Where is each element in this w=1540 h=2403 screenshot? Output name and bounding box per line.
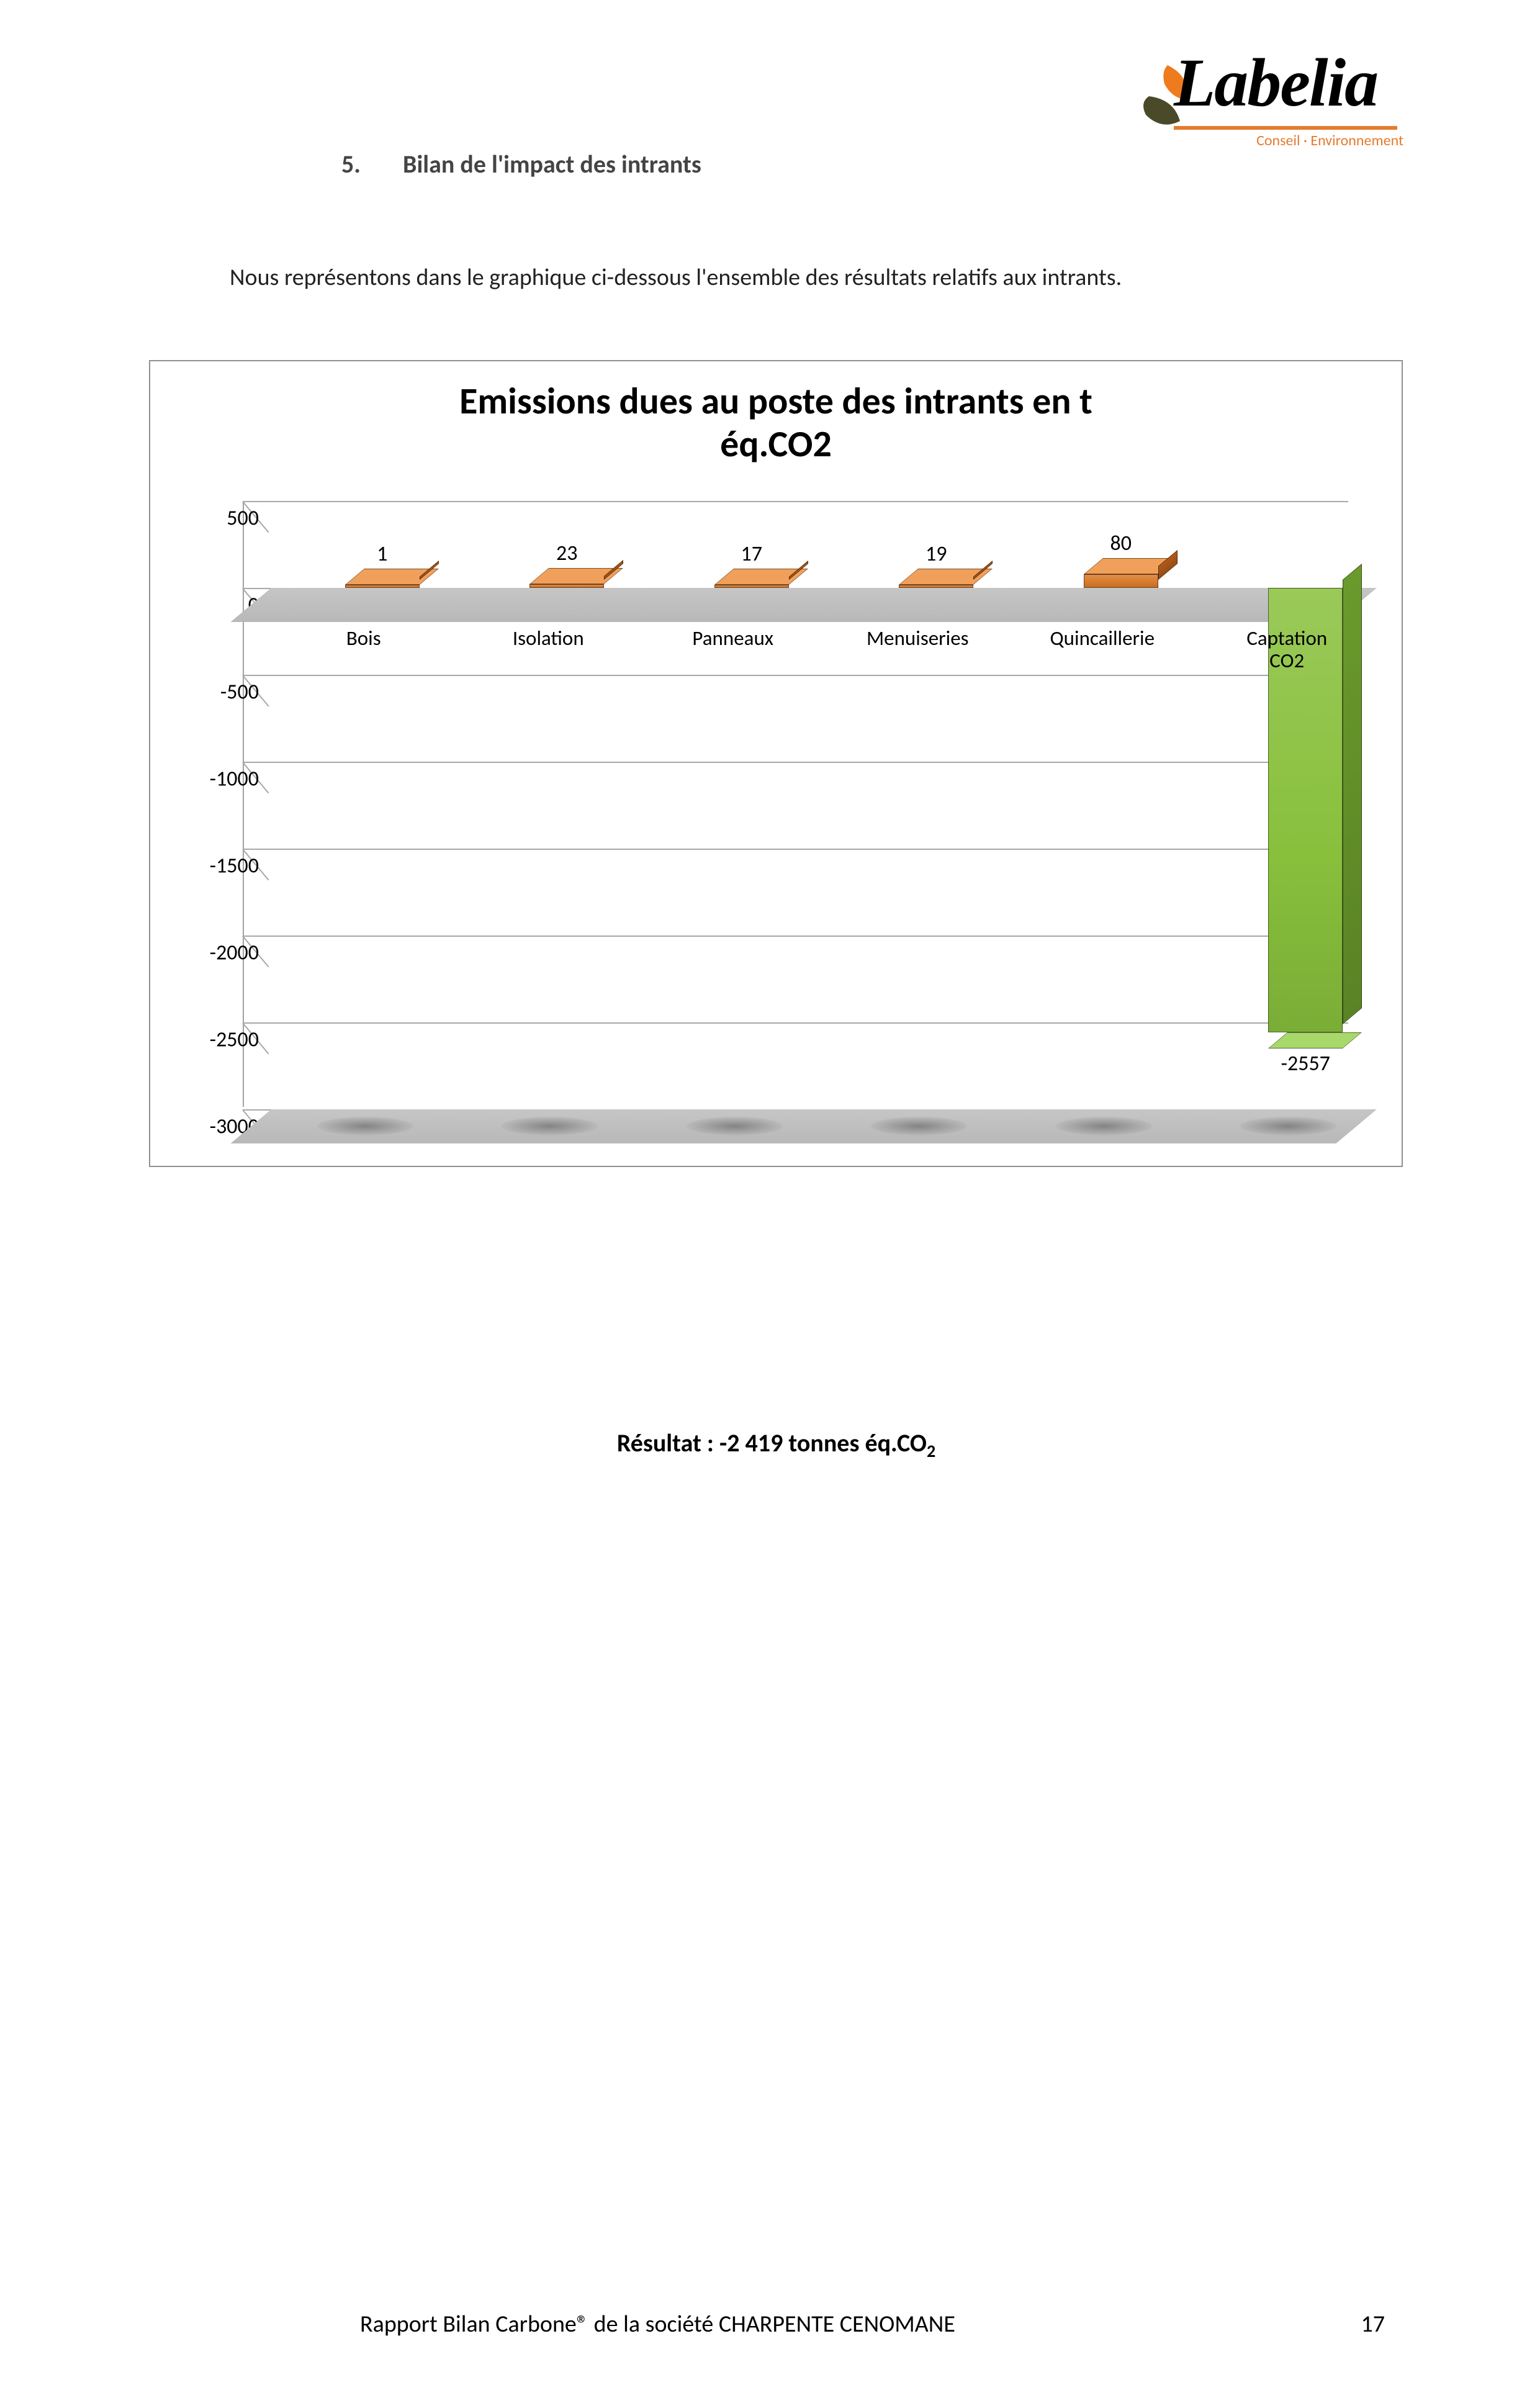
chart-title: Emissions dues au poste des intrants en … — [150, 361, 1402, 466]
chart-bar-shadow — [502, 1117, 598, 1135]
chart-bar — [1084, 574, 1158, 588]
chart-category-label: Bois — [259, 627, 469, 649]
chart-bar-front — [899, 585, 973, 588]
chart-value-label: 19 — [874, 541, 998, 567]
chart-ytick: -2500 — [210, 1027, 259, 1053]
chart-gridline — [243, 849, 1348, 850]
chart-category-label: Menuiseries — [813, 627, 1023, 649]
logo-underline — [1174, 126, 1397, 130]
chart-bar — [345, 585, 420, 588]
result-line: Résultat : -2 419 tonnes éq.CO2 — [149, 1428, 1403, 1462]
chart-bar-shadow — [687, 1117, 783, 1135]
heading-number: 5. — [341, 149, 397, 179]
chart-category-label: Panneaux — [628, 627, 838, 649]
chart-bar-shadow — [871, 1117, 967, 1135]
chart-value-label: -2557 — [1243, 1051, 1367, 1076]
heading-text: Bilan de l'impact des intrants — [403, 149, 701, 179]
chart-bar — [899, 585, 973, 588]
chart-ytick: -2000 — [210, 940, 259, 966]
chart-gridline — [243, 762, 1348, 763]
chart-value-label: 1 — [320, 541, 444, 567]
chart-category-label: CaptationCO2 — [1182, 627, 1392, 672]
chart-value-label: 23 — [505, 541, 629, 566]
chart-ytick: -1500 — [210, 854, 259, 879]
section-heading: 5. Bilan de l'impact des intrants — [341, 149, 701, 179]
chart-title-line2: éq.CO2 — [720, 422, 832, 467]
chart-bar — [714, 585, 789, 588]
footer-text: Rapport Bilan Carbone® de la société CHA… — [360, 2310, 955, 2338]
chart-bar-front — [529, 584, 604, 588]
chart-bar-shadow — [317, 1117, 413, 1135]
page-content: Labelia Conseil · Environnement 5. Bilan… — [149, 56, 1403, 2310]
chart-title-line1: Emissions dues au poste des intrants en … — [459, 379, 1092, 424]
intro-paragraph: Nous représentons dans le graphique ci-d… — [149, 261, 1403, 295]
chart-bar-shadow — [1240, 1117, 1336, 1135]
chart-ytick: 500 — [227, 506, 259, 531]
chart-gridline — [243, 675, 1348, 676]
result-subscript: 2 — [927, 1440, 935, 1462]
chart-value-label: 80 — [1059, 531, 1183, 556]
chart-gridline — [243, 936, 1348, 937]
chart-ytick: -1000 — [210, 767, 259, 792]
result-prefix: Résultat : — [617, 1428, 719, 1458]
chart-bar-front — [1084, 574, 1158, 588]
chart-bar-front — [345, 585, 420, 588]
chart-bar-shadow — [1056, 1117, 1152, 1135]
logo: Labelia Conseil · Environnement — [1137, 56, 1403, 155]
chart-category-label: Isolation — [444, 627, 654, 649]
chart-floor-zero — [230, 588, 1377, 622]
logo-brand: Labelia — [1174, 43, 1377, 122]
chart-value-label: 17 — [690, 541, 814, 567]
chart-ytick: -500 — [220, 680, 259, 705]
chart-bar-front — [714, 585, 789, 588]
chart-container: Emissions dues au poste des intrants en … — [149, 360, 1403, 1167]
chart-gridline — [243, 501, 1348, 502]
logo-tagline: Conseil · Environnement — [1256, 132, 1403, 150]
chart-plot-area: 5000-500-1000-1500-2000-2500-30001Bois23… — [271, 501, 1377, 1141]
result-value: -2 419 tonnes éq.CO — [719, 1428, 927, 1458]
chart-bar — [529, 584, 604, 588]
chart-category-label: Quincaillerie — [997, 627, 1207, 649]
chart-gridline — [243, 1022, 1348, 1024]
footer-page-number: 17 — [1361, 2310, 1385, 2338]
intro-text: Nous représentons dans le graphique ci-d… — [230, 263, 1122, 292]
